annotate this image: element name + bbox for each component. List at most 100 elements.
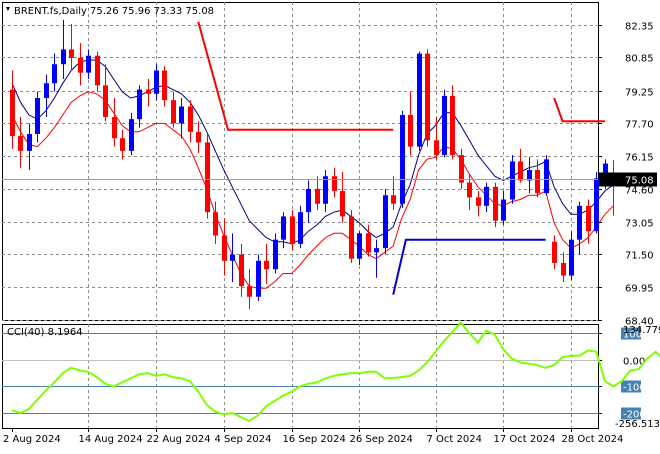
candle-body: [222, 235, 227, 261]
time-tick-label: 16 Sep 2024: [283, 434, 346, 445]
candle-body: [366, 233, 371, 253]
candle-body: [247, 286, 252, 297]
candle-body: [484, 186, 489, 206]
candle-body: [129, 119, 134, 151]
time-tick-label: 28 Oct 2024: [562, 434, 624, 445]
candle-body: [290, 216, 295, 244]
cci-frame: [2, 324, 599, 429]
candle-body: [569, 239, 574, 276]
candle-body: [196, 131, 201, 143]
time-tick-label: 7 Oct 2024: [427, 434, 482, 445]
price-tick-label: 80.85: [625, 54, 654, 65]
cci-scale-bottom: -256.513: [615, 419, 660, 430]
candle-body: [27, 133, 32, 151]
candle-body: [434, 140, 439, 156]
candle-body: [281, 216, 286, 240]
candle-body: [120, 138, 125, 151]
candle-body: [544, 159, 549, 194]
current-price-tag: [599, 172, 657, 187]
time-tick-label: 4 Sep 2024: [215, 434, 272, 445]
candle-body: [188, 106, 193, 132]
price-tick-label: 71.50: [625, 251, 654, 262]
candle-body: [256, 260, 261, 297]
candle-body: [535, 169, 540, 194]
price-tick-label: 76.15: [625, 153, 654, 164]
ohlc-values: 75.26 75.96 73.33 75.08: [90, 6, 214, 17]
candle-body: [425, 53, 430, 141]
time-tick-label: 2 Aug 2024: [3, 434, 61, 445]
candle-body: [103, 85, 108, 118]
candle-body: [357, 233, 362, 259]
price-tick-label: 68.40: [625, 317, 654, 328]
candles: [10, 19, 616, 310]
cci-scale-top: 134.779: [623, 325, 660, 336]
current-price-label: 75.08: [625, 176, 654, 187]
candle-body: [162, 70, 167, 101]
candle-body: [95, 55, 100, 86]
cci-level-label: 0.00: [623, 357, 645, 368]
candle-body: [527, 169, 532, 181]
candle-body: [154, 70, 159, 94]
candle-body: [264, 260, 269, 270]
cci-label: CCI(40) 8.1964: [7, 327, 83, 338]
moving-average-line: [11, 91, 614, 289]
candle-body: [408, 114, 413, 147]
main-frame: [2, 2, 599, 321]
symbol-label: BRENT.fs,Daily: [14, 6, 87, 17]
candle-body: [594, 178, 599, 232]
candle-body: [476, 197, 481, 206]
moving-averages: [11, 59, 614, 289]
candle-body: [467, 182, 472, 198]
candle-body: [78, 57, 83, 73]
cci-panel: 100 0.00 -100 -200 134.779 -256.513: [2, 321, 660, 430]
price-tick-label: 79.25: [625, 88, 654, 99]
stop-lines: [197, 21, 605, 295]
candle-body: [230, 254, 235, 261]
candle-body: [112, 117, 117, 139]
candle-body: [171, 100, 176, 124]
candle-body: [391, 195, 396, 204]
cci-level-tag: [621, 380, 641, 393]
candle-body: [205, 142, 210, 213]
candle-body: [518, 161, 523, 181]
candle-body: [332, 176, 337, 192]
price-tick-label: 74.60: [625, 186, 654, 197]
candle-body: [510, 161, 515, 200]
stop-line: [392, 238, 546, 295]
candle-body: [146, 89, 151, 94]
time-tick-label: 26 Sep 2024: [350, 434, 413, 445]
candle-body: [179, 106, 184, 124]
cci-line: [11, 321, 660, 423]
candle-body: [323, 176, 328, 204]
candle-body: [61, 49, 66, 65]
arrow-down-icon: [6, 7, 10, 11]
price-axis: 82.35 80.85 79.25 77.70 76.15 74.60 73.05 71.50…: [2, 22, 657, 328]
cci-level-label: 100: [623, 330, 642, 341]
candle-body: [18, 136, 23, 151]
candle-body: [603, 163, 608, 179]
cci-level-label: -200: [623, 410, 646, 421]
time-tick-label: 22 Aug 2024: [147, 434, 211, 445]
candle-body: [213, 212, 218, 236]
cci-level-label: -100: [623, 383, 646, 394]
candle-body: [306, 188, 311, 213]
candle-body: [86, 55, 91, 73]
stop-line: [553, 97, 605, 123]
candle-body: [298, 212, 303, 244]
candle-body: [273, 239, 278, 270]
cci-level-tag: [621, 327, 641, 340]
candle-body: [501, 199, 506, 221]
candle-body: [10, 89, 15, 137]
price-tick-label: 77.70: [625, 120, 654, 131]
candle-body: [315, 188, 320, 204]
candle-body: [239, 254, 244, 287]
candle-body: [493, 186, 498, 221]
candle-body: [450, 95, 455, 156]
cci-level-tag: [621, 407, 641, 420]
moving-average-line: [11, 59, 614, 245]
price-tick-label: 73.05: [625, 219, 654, 230]
price-tick-label: 82.35: [625, 22, 654, 33]
candle-body: [69, 49, 74, 58]
